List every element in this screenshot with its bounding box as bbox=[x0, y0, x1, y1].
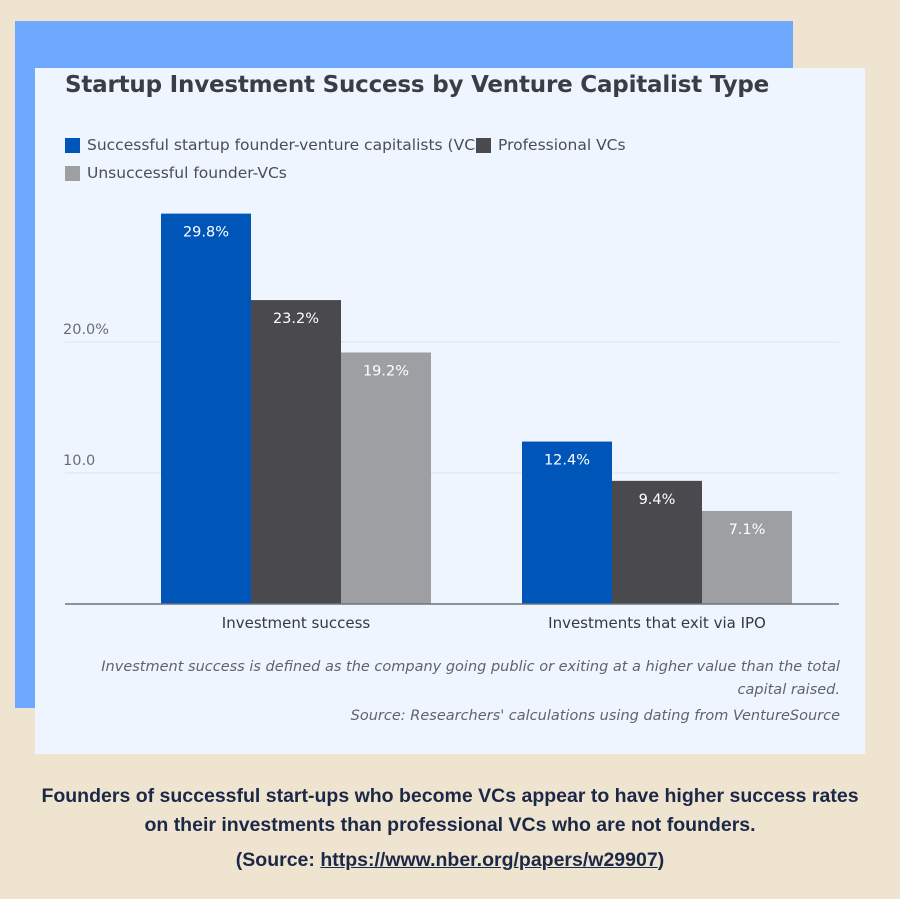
source-prefix: (Source: bbox=[235, 849, 321, 871]
bar-value-label: 12.4% bbox=[544, 453, 590, 469]
legend-item-founder-vcs: Successful startup founder-venture capit… bbox=[65, 136, 489, 154]
caption: Founders of successful start-ups who bec… bbox=[41, 785, 859, 836]
chart-footnote: Investment success is defined as the com… bbox=[101, 659, 840, 698]
legend-swatch bbox=[65, 165, 80, 181]
source-suffix: ) bbox=[657, 849, 665, 871]
bar bbox=[341, 352, 431, 604]
bar-value-label: 23.2% bbox=[273, 311, 319, 327]
bar-value-label: 7.1% bbox=[729, 522, 766, 538]
bar bbox=[612, 480, 702, 604]
chart-title: Startup Investment Success by Venture Ca… bbox=[65, 72, 770, 98]
legend-label: Successful startup founder-venture capit… bbox=[87, 136, 490, 154]
source-link[interactable]: https://www.nber.org/papers/w29907 bbox=[320, 849, 658, 871]
x-category-label: Investments that exit via IPO bbox=[548, 614, 766, 632]
bar bbox=[702, 510, 792, 604]
bar bbox=[251, 300, 341, 604]
chart-card: Startup Investment Success by Venture Ca… bbox=[35, 68, 865, 754]
x-category-label: Investment success bbox=[222, 614, 371, 632]
y-tick-label: 20.0% bbox=[63, 322, 109, 338]
bar-value-label: 19.2% bbox=[363, 363, 409, 379]
legend-item-unsuccessful-founder-vcs: Unsuccessful founder-VCs bbox=[65, 164, 287, 182]
bar bbox=[161, 213, 251, 604]
legend-label: Unsuccessful founder-VCs bbox=[87, 164, 287, 182]
bar bbox=[522, 441, 612, 604]
legend-swatch bbox=[476, 137, 491, 153]
bar-value-label: 29.8% bbox=[183, 225, 229, 241]
legend-label: Professional VCs bbox=[498, 136, 626, 154]
chart-source-note: Source: Researchers' calculations using … bbox=[350, 708, 840, 724]
legend-swatch bbox=[65, 137, 80, 153]
bar-chart-plot: 10.0 20.0% 29.8% 12.4% 23.2% 9.4% 19.2% 7.1% Inv… bbox=[63, 213, 839, 632]
bar-value-label: 9.4% bbox=[639, 492, 676, 508]
legend-item-professional-vcs: Professional VCs bbox=[476, 136, 626, 154]
y-tick-label: 10.0 bbox=[63, 453, 95, 469]
caption-source-line: (Source: https://www.nber.org/papers/w29… bbox=[0, 849, 900, 872]
